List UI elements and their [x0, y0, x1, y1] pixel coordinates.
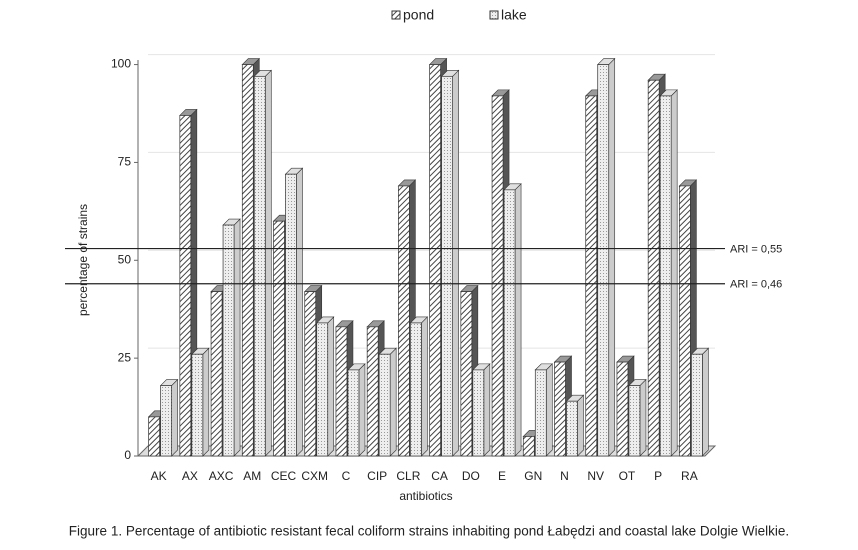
- bar: [241, 64, 254, 457]
- x-tick-label: P: [654, 469, 662, 483]
- x-tick-label: AXC: [209, 469, 234, 483]
- reference-label: ARI = 0,46: [730, 279, 782, 291]
- bar: [534, 369, 547, 457]
- x-tick-label: NV: [587, 469, 604, 483]
- x-tick-label: CXM: [301, 469, 328, 483]
- x-tick-label: CLR: [396, 469, 420, 483]
- caption: Figure 1. Percentage of antibiotic resis…: [69, 524, 789, 539]
- bar: [335, 326, 348, 457]
- y-axis-label: percentage of strains: [76, 204, 90, 316]
- bar: [316, 322, 329, 457]
- x-tick-label: GN: [524, 469, 542, 483]
- bar-side: [483, 363, 491, 457]
- bar: [503, 189, 516, 457]
- bar: [210, 291, 223, 457]
- legend-label: pond: [403, 7, 434, 23]
- bar-side: [327, 316, 335, 457]
- bar-side: [577, 394, 584, 457]
- bar-side: [264, 69, 272, 457]
- bar: [366, 326, 379, 457]
- bar-side: [639, 378, 647, 457]
- bar: [398, 185, 410, 457]
- legend-label: lake: [501, 7, 527, 23]
- bar-side: [702, 347, 709, 457]
- bar: [585, 95, 598, 457]
- bar: [522, 436, 535, 457]
- x-tick-label: CA: [431, 469, 448, 483]
- bar: [659, 95, 672, 457]
- bar: [285, 173, 297, 457]
- reference-label: ARI = 0,55: [730, 243, 782, 255]
- bar: [304, 291, 317, 457]
- bar: [616, 361, 629, 457]
- bar: [378, 353, 391, 457]
- bar: [679, 185, 691, 457]
- bar: [554, 361, 566, 457]
- bar: [566, 400, 578, 457]
- y-tick-label: 50: [118, 252, 132, 266]
- bar: [460, 291, 473, 457]
- legend-swatch: [391, 10, 401, 20]
- x-tick-label: RA: [681, 469, 698, 483]
- bar-side: [670, 89, 678, 457]
- x-axis-label: antibiotics: [399, 489, 452, 503]
- bar: [647, 79, 660, 457]
- bar-side: [296, 167, 303, 457]
- bar: [347, 369, 360, 457]
- bar: [179, 115, 192, 457]
- bar: [691, 353, 703, 457]
- x-tick-label: E: [498, 469, 506, 483]
- x-tick-label: AX: [182, 469, 198, 483]
- bar: [222, 224, 235, 457]
- bar: [191, 353, 204, 457]
- bar-side: [514, 183, 522, 457]
- x-tick-label: DO: [462, 469, 480, 483]
- bar: [148, 416, 160, 457]
- bar: [441, 75, 453, 457]
- bar: [160, 385, 172, 457]
- y-tick-label: 100: [111, 57, 131, 71]
- bar-side: [233, 218, 241, 457]
- bar-side: [389, 347, 397, 457]
- y-tick-label: 0: [124, 448, 131, 462]
- x-tick-label: OT: [619, 469, 636, 483]
- bar: [472, 369, 485, 457]
- x-tick-label: CIP: [367, 469, 387, 483]
- bar-side: [358, 363, 366, 457]
- bar-side: [202, 347, 210, 457]
- bar-side: [452, 69, 459, 457]
- bar: [273, 220, 285, 457]
- bar-side: [545, 363, 553, 457]
- y-tick-label: 25: [118, 350, 132, 364]
- bar: [410, 322, 422, 457]
- x-tick-label: AK: [151, 469, 167, 483]
- x-tick-label: CEC: [271, 469, 297, 483]
- bar-side: [171, 378, 178, 457]
- x-tick-label: AM: [243, 469, 261, 483]
- bar: [491, 95, 504, 457]
- bar-side: [421, 316, 428, 457]
- legend-swatch: [489, 10, 499, 20]
- bar: [628, 385, 641, 457]
- bar: [429, 64, 441, 457]
- bar: [253, 75, 266, 457]
- x-tick-label: N: [560, 469, 569, 483]
- bar: [597, 64, 610, 457]
- bar-side: [608, 57, 616, 457]
- x-tick-label: C: [342, 469, 351, 483]
- y-tick-label: 75: [118, 155, 132, 169]
